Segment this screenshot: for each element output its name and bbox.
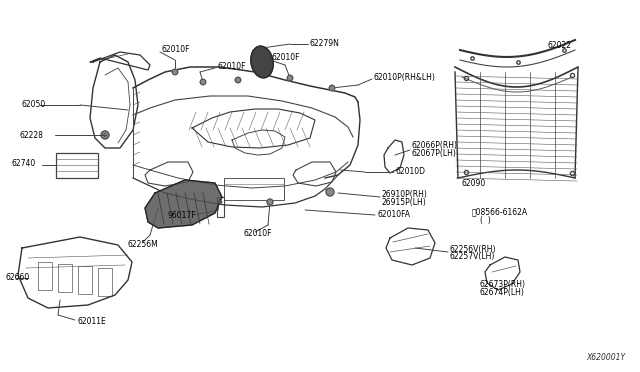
Text: 62011E: 62011E: [77, 317, 106, 326]
Text: 62022: 62022: [548, 41, 572, 49]
Text: 62050: 62050: [22, 99, 46, 109]
Circle shape: [329, 85, 335, 91]
Text: X620001Y: X620001Y: [586, 353, 625, 362]
Bar: [217, 197, 224, 217]
Text: 62010P(RH&LH): 62010P(RH&LH): [374, 73, 436, 81]
Circle shape: [326, 188, 334, 196]
Text: 62066P(RH): 62066P(RH): [412, 141, 458, 150]
Ellipse shape: [251, 46, 273, 78]
Text: 96017F: 96017F: [167, 211, 196, 219]
Text: 62010F: 62010F: [162, 45, 191, 54]
Text: 62740: 62740: [12, 158, 36, 167]
Text: 62257V(LH): 62257V(LH): [450, 253, 495, 262]
Circle shape: [267, 199, 273, 205]
Bar: [56, 153, 98, 178]
Text: 62256V(RH): 62256V(RH): [450, 244, 497, 253]
Text: 26910P(RH): 26910P(RH): [382, 189, 428, 199]
Text: 62010FA: 62010FA: [377, 209, 410, 218]
Text: 62674P(LH): 62674P(LH): [480, 289, 525, 298]
Text: 62228: 62228: [20, 131, 44, 140]
Bar: [78, 266, 92, 294]
Circle shape: [220, 201, 221, 203]
Text: 62660: 62660: [5, 273, 29, 282]
Circle shape: [200, 79, 206, 85]
Circle shape: [101, 131, 109, 139]
Text: 62067P(LH): 62067P(LH): [412, 148, 457, 157]
Bar: [224, 178, 284, 200]
Text: 62090: 62090: [462, 179, 486, 187]
Text: 62010F: 62010F: [244, 228, 273, 237]
Polygon shape: [145, 180, 222, 228]
Text: 62279N: 62279N: [310, 38, 340, 48]
Text: 26915P(LH): 26915P(LH): [382, 198, 427, 206]
Text: 62673P(RH): 62673P(RH): [480, 280, 526, 289]
Text: 62256M: 62256M: [128, 240, 159, 248]
Text: (  ): ( ): [480, 215, 491, 224]
Bar: [98, 268, 112, 296]
Text: 62010D: 62010D: [395, 167, 425, 176]
Text: Ⓝ08566-6162A: Ⓝ08566-6162A: [472, 208, 528, 217]
Circle shape: [287, 75, 293, 81]
Circle shape: [172, 69, 178, 75]
Circle shape: [236, 77, 241, 83]
Text: 62010F: 62010F: [272, 52, 301, 61]
Text: 62010F: 62010F: [217, 61, 246, 71]
Bar: [58, 264, 72, 292]
Bar: [38, 262, 52, 290]
